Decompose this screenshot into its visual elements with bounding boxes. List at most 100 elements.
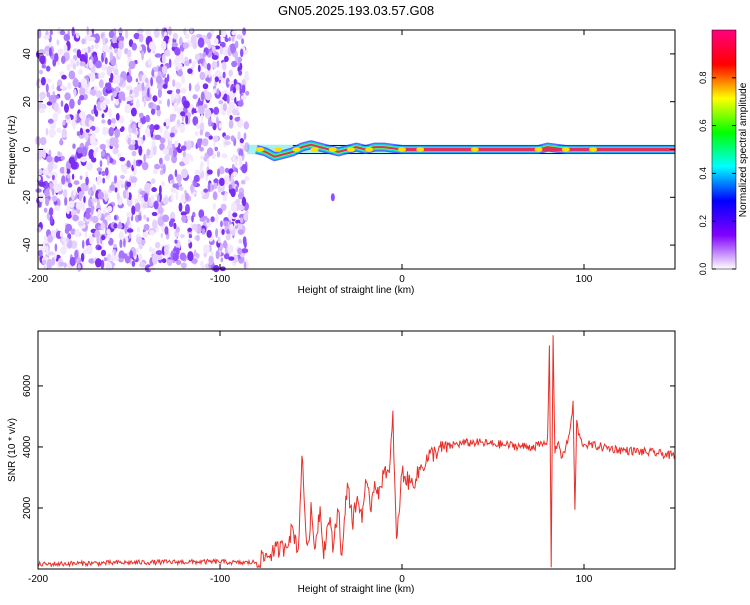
noise-blob [95, 190, 100, 201]
noise-blob [221, 229, 225, 235]
noise-blob [95, 90, 103, 98]
noise-blob [143, 193, 149, 202]
noise-blob [155, 105, 161, 111]
noise-blob [153, 124, 160, 130]
noise-blob [49, 215, 54, 225]
noise-blob [172, 183, 178, 188]
noise-blob [120, 174, 125, 180]
noise-blob [219, 46, 223, 55]
noise-blob [112, 147, 119, 155]
noise-blob [118, 250, 125, 261]
noise-blob [175, 190, 179, 201]
noise-blob [106, 155, 110, 166]
noise-blob [111, 250, 115, 261]
noise-blob [117, 49, 122, 58]
noise-blob [59, 30, 66, 36]
noise-blob [37, 28, 42, 39]
noise-blob [51, 188, 55, 196]
noise-blob [116, 224, 123, 229]
noise-blob [100, 150, 105, 157]
noise-blob [72, 122, 76, 131]
noise-blob [175, 226, 180, 233]
noise-blob [146, 217, 150, 222]
noise-blob [166, 73, 170, 82]
noise-blob [228, 119, 234, 129]
noise-blob [243, 261, 247, 269]
noise-blob [194, 131, 199, 136]
noise-blob [37, 150, 43, 160]
noise-blob [148, 102, 154, 109]
noise-blob [218, 122, 223, 129]
y-tick-label: -20 [22, 190, 33, 205]
noise-blob [241, 84, 246, 94]
noise-blob [222, 195, 226, 202]
noise-blob [206, 32, 212, 40]
track-hotspot [310, 147, 319, 152]
noise-blob [174, 140, 179, 148]
noise-blob [184, 59, 190, 66]
noise-blob [46, 78, 52, 84]
colorbar-tick-label: 0.6 [698, 119, 708, 132]
noise-blob [100, 222, 106, 231]
noise-blob [160, 232, 163, 239]
noise-blob [204, 108, 212, 119]
noise-blob [64, 166, 67, 176]
noise-blob [208, 135, 213, 140]
noise-blob [239, 138, 244, 144]
noise-blob [97, 245, 102, 250]
noise-blob [142, 231, 149, 238]
noise-blob [56, 39, 60, 46]
noise-blob [54, 205, 61, 212]
noise-blob [151, 187, 157, 193]
noise-blob [117, 179, 124, 186]
noise-blob [205, 77, 211, 82]
noise-blob [182, 151, 187, 158]
noise-blob [146, 183, 152, 188]
noise-blob [238, 155, 243, 164]
noise-blob [47, 162, 54, 172]
noise-blob [81, 239, 85, 249]
noise-blob [155, 250, 163, 256]
noise-blob [167, 98, 170, 108]
noise-blob [154, 241, 161, 249]
noise-blob [155, 75, 163, 84]
noise-blob [199, 172, 203, 180]
noise-blob [134, 202, 141, 213]
noise-blob [101, 119, 106, 124]
noise-blob [174, 239, 178, 244]
x-tick-label: -200 [28, 274, 48, 285]
noise-blob [221, 153, 228, 159]
noise-blob [172, 32, 178, 40]
noise-blob [235, 219, 242, 224]
noise-blob [113, 243, 117, 248]
noise-blob [69, 256, 76, 267]
track-hotspot [470, 147, 479, 152]
noise-blob [85, 211, 91, 220]
noise-blob [146, 148, 151, 156]
noise-blob [180, 234, 185, 239]
noise-blob [201, 228, 206, 235]
noise-blob [67, 82, 72, 90]
noise-blob [116, 74, 121, 84]
noise-blob [228, 69, 233, 77]
noise-blob [102, 36, 106, 46]
noise-blob [104, 97, 108, 103]
noise-blob [188, 239, 191, 244]
noise-blob [172, 79, 176, 88]
noise-blob [123, 238, 126, 248]
noise-blob [100, 249, 107, 257]
noise-blob [201, 170, 205, 179]
noise-blob [138, 33, 144, 43]
noise-blob [73, 88, 77, 98]
noise-blob [99, 143, 107, 150]
snr-y-label: SNR (10 * v/v) [7, 418, 18, 482]
noise-blob [223, 220, 229, 227]
noise-blob [217, 208, 223, 215]
noise-blob [218, 75, 223, 80]
noise-blob [187, 68, 193, 74]
noise-blob [72, 143, 76, 149]
noise-blob [196, 234, 200, 242]
noise-blob [199, 129, 203, 136]
noise-blob [105, 261, 113, 272]
noise-blob [222, 29, 227, 38]
